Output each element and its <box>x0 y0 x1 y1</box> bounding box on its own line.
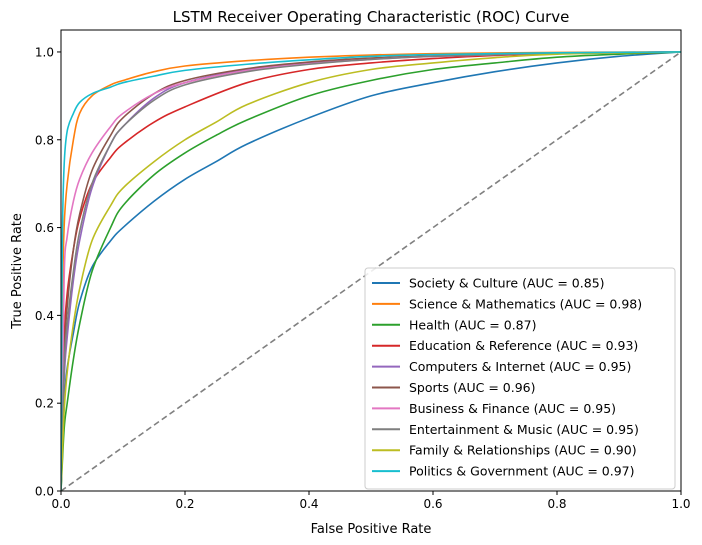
y-tick-label: 0.2 <box>35 397 54 411</box>
legend-label: Sports (AUC = 0.96) <box>409 380 535 395</box>
x-tick-label: 0.2 <box>175 497 194 511</box>
plot-area: 0.0 0.2 0.4 0.6 0.8 1.0 0.0 0.2 0.4 0.6 0.8 1.0 <box>35 29 691 511</box>
legend-label: Society & Culture (AUC = 0.85) <box>409 276 605 291</box>
x-tick-label: 0.0 <box>51 497 70 511</box>
legend-item: Society & Culture (AUC = 0.85) <box>372 276 605 291</box>
x-axis-label: False Positive Rate <box>311 522 432 537</box>
y-tick-label: 0.8 <box>35 133 54 147</box>
y-tick-label: 0.4 <box>35 309 54 323</box>
legend-item: Computers & Internet (AUC = 0.95) <box>372 359 631 374</box>
legend-label: Computers & Internet (AUC = 0.95) <box>409 359 631 374</box>
y-tick-label: 1.0 <box>35 45 54 59</box>
legend-label: Entertainment & Music (AUC = 0.95) <box>409 422 639 437</box>
random-guess-diagonal <box>61 51 681 491</box>
x-tick-label: 0.8 <box>547 497 566 511</box>
legend-item: Politics & Government (AUC = 0.97) <box>372 464 635 479</box>
roc-line-3 <box>61 51 681 491</box>
y-tick-label: 0.6 <box>35 221 54 235</box>
chart-title: LSTM Receiver Operating Characteristic (… <box>173 8 570 26</box>
legend-item: Business & Finance (AUC = 0.95) <box>372 401 616 416</box>
y-axis-label: True Positive Rate <box>10 213 25 330</box>
legend-label: Health (AUC = 0.87) <box>409 317 536 332</box>
legend-label: Business & Finance (AUC = 0.95) <box>409 401 616 416</box>
x-tick-label: 0.6 <box>423 497 442 511</box>
x-tick-label: 1.0 <box>671 497 690 511</box>
roc-line-1 <box>61 51 681 491</box>
plot-frame <box>60 29 682 492</box>
y-tick-label: 0.0 <box>35 485 54 499</box>
legend-item: Family & Relationships (AUC = 0.90) <box>372 443 637 458</box>
legend-item: Science & Mathematics (AUC = 0.98) <box>372 296 642 311</box>
legend-item: Education & Reference (AUC = 0.93) <box>372 338 638 353</box>
legend-label: Politics & Government (AUC = 0.97) <box>409 464 635 479</box>
legend-item: Sports (AUC = 0.96) <box>372 380 535 395</box>
legend-item: Health (AUC = 0.87) <box>372 317 536 332</box>
x-tick-label: 0.4 <box>299 497 318 511</box>
legend-label: Science & Mathematics (AUC = 0.98) <box>409 296 642 311</box>
roc-line-7 <box>61 51 681 491</box>
series-lines <box>61 51 681 491</box>
roc-line-9 <box>61 51 681 491</box>
legend: Society & Culture (AUC = 0.85) Science & … <box>364 267 676 490</box>
legend-item: Entertainment & Music (AUC = 0.95) <box>372 422 639 437</box>
legend-label: Family & Relationships (AUC = 0.90) <box>409 443 637 458</box>
roc-line-2 <box>61 51 681 491</box>
legend-label: Education & Reference (AUC = 0.93) <box>409 338 638 353</box>
roc-line-0 <box>61 51 681 491</box>
legend-box <box>364 267 676 490</box>
roc-line-8 <box>61 51 681 491</box>
